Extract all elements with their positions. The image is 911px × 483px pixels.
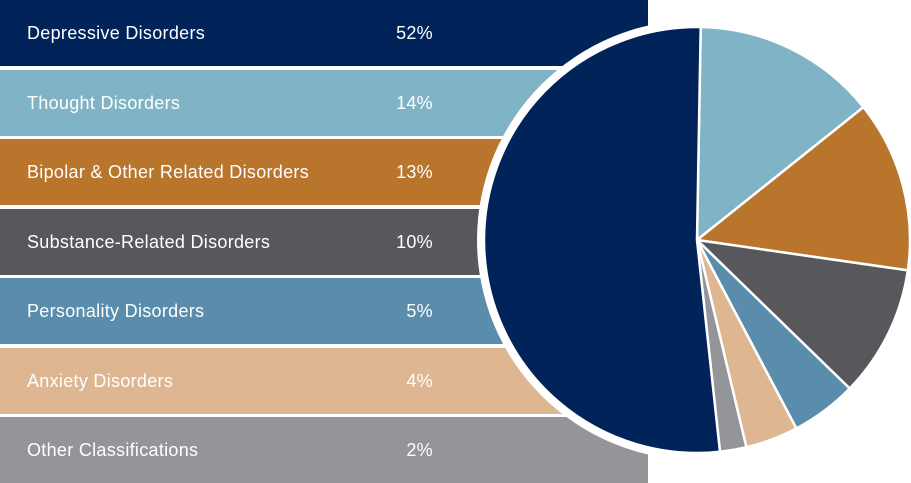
legend-label: Bipolar & Other Related Disorders [27,162,310,182]
pie-slice [695,105,911,272]
legend-label: Depressive Disorders [27,23,206,43]
legend-value: 2% [406,440,433,460]
legend-value: 10% [396,231,433,252]
legend-value: 4% [406,370,433,391]
legend-label: Personality Disorders [27,301,205,321]
legend-value: 52% [396,23,433,43]
legend-row: Other Classifications 2% [0,417,648,483]
legend-row: Depressive Disorders 52% [0,0,648,66]
pie-slice [695,238,910,390]
pie-slice [695,25,865,242]
legend-value: 14% [396,92,433,113]
legend-value: 13% [396,162,433,182]
legend-label: Thought Disorders [27,92,181,113]
legend-value: 5% [406,301,433,321]
legend-label: Anxiety Disorders [27,370,174,391]
legend-label: Substance-Related Disorders [27,231,271,252]
pie-slice [482,25,722,455]
legend-label: Other Classifications [27,440,199,460]
